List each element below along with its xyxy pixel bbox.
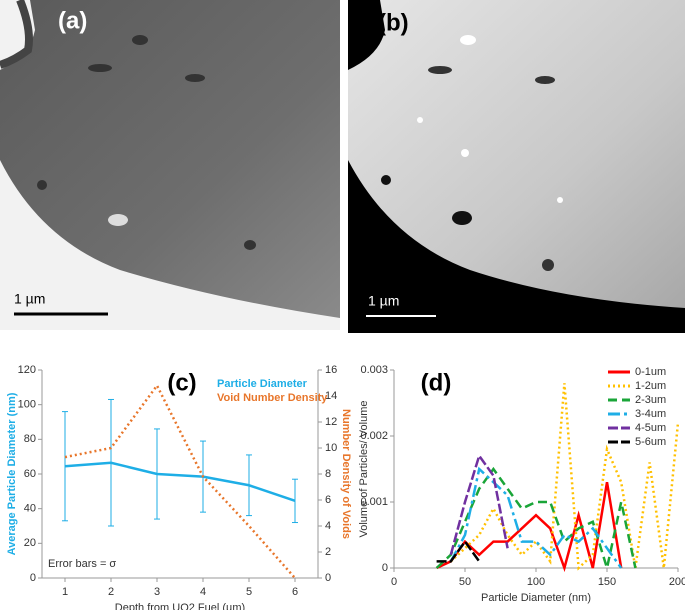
- scale-bar-label: 1 µm: [14, 291, 45, 307]
- legend-label: Void Number Density: [217, 392, 328, 404]
- series-line: [449, 383, 680, 571]
- x-tick-label: 100: [527, 576, 545, 588]
- y2-tick-label: 0: [325, 572, 331, 584]
- panel-label: (d): [421, 369, 452, 396]
- y-tick-label: 80: [24, 433, 36, 445]
- y-tick-label: 60: [24, 468, 36, 480]
- series-line: [64, 383, 296, 579]
- y2-tick-label: 6: [325, 494, 331, 506]
- series-line: [449, 453, 509, 556]
- x-tick-label: 2: [108, 586, 114, 598]
- x-tick-label: 6: [292, 586, 298, 598]
- series-line: [64, 461, 296, 503]
- y-tick-label: 40: [24, 503, 36, 515]
- legend-label: 4-5um: [635, 422, 666, 434]
- x-axis-label: Depth from UO2 Fuel (µm): [115, 602, 245, 610]
- legend-label: 5-6um: [635, 436, 666, 448]
- panel-label: (b): [378, 9, 409, 36]
- micrograph-a: [0, 0, 340, 330]
- y2-tick-label: 12: [325, 416, 337, 428]
- y2-tick-label: 4: [325, 520, 331, 532]
- y-axis-label: Average Particle Diameter (nm): [6, 392, 18, 555]
- x-axis-label: Particle Diameter (nm): [481, 592, 591, 604]
- y-tick-label: 20: [24, 537, 36, 549]
- x-tick-label: 3: [154, 586, 160, 598]
- y-tick-label: 0: [30, 572, 36, 584]
- legend-label: 1-2um: [635, 380, 666, 392]
- x-tick-label: 4: [200, 586, 206, 598]
- y-tick-label: 0.002: [360, 430, 388, 442]
- panel-label: (a): [58, 7, 87, 34]
- y-tick-label: 0.003: [360, 364, 388, 376]
- y-tick-label: 0: [382, 562, 388, 574]
- y-tick-label: 0.001: [360, 496, 388, 508]
- legend-label: 3-4um: [635, 408, 666, 420]
- x-tick-label: 1: [62, 586, 68, 598]
- y2-tick-label: 8: [325, 468, 331, 480]
- x-tick-label: 200: [669, 576, 685, 588]
- y2-tick-label: 14: [325, 390, 337, 402]
- series-line: [449, 466, 623, 569]
- scale-bar-label: 1 µm: [368, 293, 399, 309]
- legend-label: 2-3um: [635, 394, 666, 406]
- legend-label: 0-1um: [635, 366, 666, 378]
- x-tick-label: 0: [391, 576, 397, 588]
- x-tick-label: 50: [459, 576, 471, 588]
- y2-tick-label: 2: [325, 546, 331, 558]
- y-axis-label: Volume of Particles/ Volume: [358, 401, 370, 538]
- x-tick-label: 150: [598, 576, 616, 588]
- micrograph-b: [348, 0, 685, 333]
- legend-label: Particle Diameter: [217, 378, 308, 390]
- series-line: [436, 539, 481, 563]
- y-tick-label: 100: [18, 399, 36, 411]
- y2-tick-label: 10: [325, 442, 337, 454]
- x-tick-label: 5: [246, 586, 252, 598]
- y2-axis-label: Number Density of Voids: [340, 409, 352, 539]
- panel-label: (c): [167, 369, 196, 396]
- y-tick-label: 120: [18, 364, 36, 376]
- y2-tick-label: 16: [325, 364, 337, 376]
- annotation: Error bars = σ: [48, 558, 116, 570]
